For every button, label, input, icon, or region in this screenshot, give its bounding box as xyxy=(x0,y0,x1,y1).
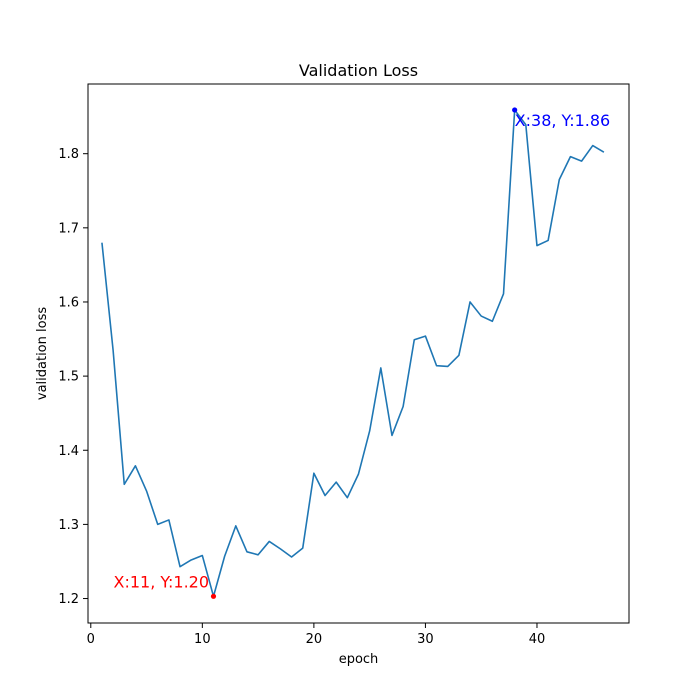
y-tick-label: 1.6 xyxy=(58,295,79,310)
y-tick-label: 1.2 xyxy=(58,592,79,607)
y-tick-label: 1.7 xyxy=(58,221,79,236)
annotation-label: X:11, Y:1.20 xyxy=(113,572,209,591)
y-tick-label: 1.3 xyxy=(58,518,79,533)
annotation-label: X:38, Y:1.86 xyxy=(515,111,611,130)
annotation-point xyxy=(512,107,518,113)
x-tick-label: 10 xyxy=(194,632,211,647)
plot-frame xyxy=(87,83,630,624)
x-axis: 0 10 20 30 40 xyxy=(87,623,546,647)
x-tick-label: 40 xyxy=(529,632,546,647)
annotation-point xyxy=(210,593,217,599)
annotations: X:11, Y:1.20 X:38, Y:1.86 xyxy=(113,107,610,599)
series-line xyxy=(101,109,605,598)
chart-title: Validation Loss xyxy=(299,61,418,80)
plot-area xyxy=(101,109,605,598)
x-tick-label: 20 xyxy=(306,632,323,647)
y-tick-label: 1.5 xyxy=(58,370,79,385)
y-axis: 1.2 1.3 1.4 1.5 1.6 1.7 1.8 xyxy=(58,147,88,607)
x-tick-label: 0 xyxy=(87,632,95,647)
y-axis-label: validation loss xyxy=(35,307,50,400)
y-tick-label: 1.4 xyxy=(58,444,79,459)
y-tick-label: 1.8 xyxy=(58,147,79,162)
x-axis-label: epoch xyxy=(339,652,379,667)
x-tick-label: 30 xyxy=(417,632,434,647)
